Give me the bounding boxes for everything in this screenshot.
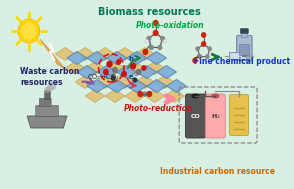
Circle shape (202, 33, 206, 37)
Text: Industrial carbon resource: Industrial carbon resource (160, 167, 275, 176)
Text: Fine chemical product: Fine chemical product (195, 57, 290, 66)
Circle shape (161, 36, 164, 40)
Polygon shape (127, 80, 147, 92)
Circle shape (208, 47, 211, 51)
FancyBboxPatch shape (36, 105, 59, 116)
Polygon shape (95, 47, 115, 60)
Polygon shape (166, 80, 186, 92)
Circle shape (143, 92, 147, 96)
Circle shape (131, 63, 136, 69)
FancyBboxPatch shape (240, 29, 248, 33)
Circle shape (111, 76, 115, 80)
Polygon shape (67, 51, 87, 64)
Text: H$_2$: H$_2$ (211, 113, 220, 122)
FancyBboxPatch shape (206, 94, 225, 138)
Circle shape (206, 55, 209, 58)
Circle shape (153, 30, 158, 36)
Polygon shape (27, 116, 67, 128)
Polygon shape (155, 75, 175, 88)
Polygon shape (97, 66, 117, 78)
Text: h$^+$: h$^+$ (128, 54, 139, 64)
Polygon shape (107, 80, 127, 92)
Polygon shape (85, 61, 105, 74)
Polygon shape (105, 61, 125, 74)
Text: Waste carbon
resources: Waste carbon resources (20, 67, 79, 87)
Circle shape (163, 39, 166, 43)
Polygon shape (147, 51, 166, 64)
Polygon shape (75, 75, 95, 88)
Circle shape (103, 70, 108, 74)
Text: CO₂→CO₂⁻: CO₂→CO₂⁻ (88, 74, 123, 80)
Text: Photo-oxidation: Photo-oxidation (136, 21, 204, 30)
Circle shape (138, 91, 143, 97)
Polygon shape (87, 51, 107, 64)
Ellipse shape (212, 94, 219, 98)
Circle shape (133, 78, 137, 82)
Polygon shape (147, 80, 166, 92)
Polygon shape (135, 47, 155, 60)
Polygon shape (105, 90, 125, 102)
Polygon shape (145, 90, 165, 102)
Polygon shape (107, 51, 127, 64)
Polygon shape (87, 80, 107, 92)
Polygon shape (75, 47, 95, 60)
FancyBboxPatch shape (229, 94, 248, 136)
Polygon shape (117, 66, 137, 78)
Circle shape (143, 50, 148, 54)
Circle shape (49, 83, 56, 90)
Polygon shape (115, 75, 135, 88)
Circle shape (47, 85, 53, 91)
Polygon shape (85, 90, 105, 102)
Circle shape (122, 71, 126, 77)
FancyBboxPatch shape (0, 0, 272, 189)
Polygon shape (55, 47, 75, 60)
Polygon shape (95, 75, 115, 88)
FancyBboxPatch shape (45, 91, 50, 99)
Circle shape (147, 91, 152, 97)
Polygon shape (165, 90, 185, 102)
FancyBboxPatch shape (237, 36, 252, 60)
FancyBboxPatch shape (186, 94, 206, 138)
Circle shape (147, 36, 151, 40)
Text: CO: CO (191, 115, 201, 119)
Polygon shape (135, 75, 155, 88)
Circle shape (107, 61, 112, 67)
Polygon shape (145, 61, 165, 74)
Circle shape (117, 60, 121, 64)
Circle shape (196, 47, 199, 51)
Polygon shape (77, 66, 97, 78)
Polygon shape (137, 66, 157, 78)
Circle shape (142, 66, 146, 70)
FancyBboxPatch shape (241, 32, 247, 37)
Circle shape (193, 58, 197, 63)
Ellipse shape (192, 94, 199, 98)
Circle shape (145, 39, 148, 43)
Polygon shape (127, 51, 147, 64)
Polygon shape (125, 90, 145, 102)
Circle shape (150, 46, 153, 50)
Circle shape (136, 70, 141, 74)
Circle shape (18, 19, 40, 43)
FancyBboxPatch shape (239, 44, 249, 56)
Circle shape (158, 46, 162, 50)
Polygon shape (65, 61, 85, 74)
Text: e$^-$: e$^-$ (128, 73, 139, 82)
Polygon shape (115, 47, 135, 60)
FancyBboxPatch shape (229, 53, 247, 60)
Circle shape (202, 42, 206, 46)
Circle shape (22, 23, 36, 39)
Polygon shape (157, 66, 176, 78)
Text: Photo-reduction: Photo-reduction (124, 104, 193, 113)
Polygon shape (125, 61, 145, 74)
FancyBboxPatch shape (39, 98, 51, 106)
Circle shape (153, 20, 158, 26)
Circle shape (198, 55, 202, 58)
Polygon shape (40, 39, 65, 69)
Circle shape (45, 88, 49, 92)
Circle shape (113, 67, 117, 73)
Text: Biomass resources: Biomass resources (98, 7, 201, 17)
